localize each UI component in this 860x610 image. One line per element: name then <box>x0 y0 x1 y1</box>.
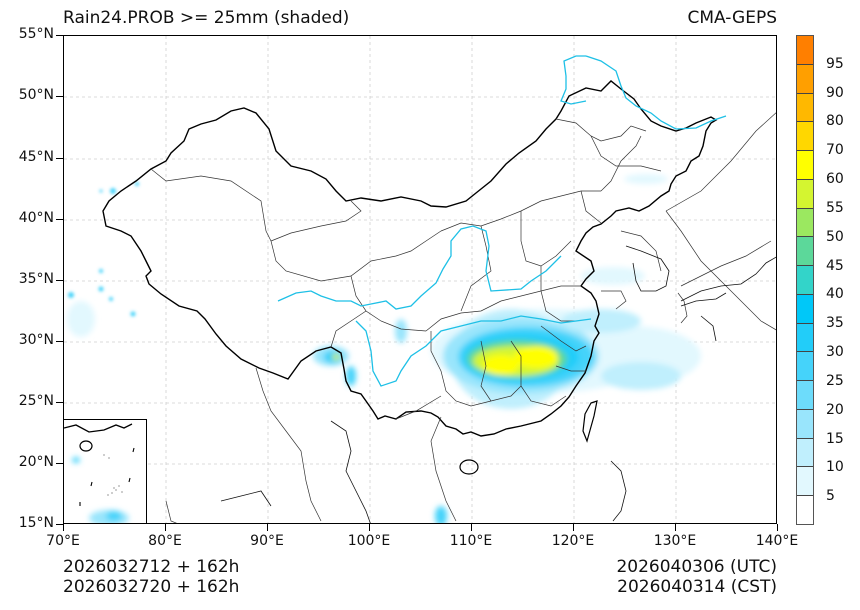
y-tick-label: 30°N <box>18 332 54 348</box>
colorbar-segment <box>797 351 813 381</box>
colorbar-label: 70 <box>826 142 844 159</box>
colorbar-segment <box>797 495 813 525</box>
colorbar-segment <box>797 265 813 294</box>
rivers <box>277 55 727 387</box>
colorbar-segment <box>797 380 813 409</box>
colorbar-label: 45 <box>826 257 844 274</box>
colorbar <box>796 35 814 525</box>
y-tick-mark <box>56 524 63 526</box>
colorbar-label: 35 <box>826 315 844 332</box>
y-tick-label: 35°N <box>18 271 54 287</box>
x-tick-label: 140°E <box>755 533 799 549</box>
colorbar-segment <box>797 293 813 323</box>
init-time-utc: 2026032712 + 162h <box>63 557 240 577</box>
map-canvas <box>64 36 776 523</box>
colorbar-label: 40 <box>826 286 844 303</box>
valid-time-utc: 2026040306 (UTC) <box>616 557 777 577</box>
colorbar-segment <box>797 63 813 93</box>
x-tick-mark <box>369 524 371 531</box>
x-tick-mark <box>63 524 65 531</box>
colorbar-segment <box>797 437 813 467</box>
colorbar-label: 95 <box>826 55 844 72</box>
colorbar-label: 5 <box>826 488 835 505</box>
neighbor-coastlines <box>220 245 776 523</box>
x-tick-mark <box>267 524 269 531</box>
gridlines <box>64 36 776 523</box>
china-border <box>102 80 718 437</box>
taiwan-island <box>582 400 598 443</box>
init-time-block: 2026032712 + 162h 2026032720 + 162h <box>63 557 239 597</box>
y-tick-mark <box>56 96 63 98</box>
colorbar-label: 90 <box>826 84 844 101</box>
map-panel <box>63 35 777 524</box>
province-borders <box>150 112 776 523</box>
x-tick-mark <box>675 524 677 531</box>
y-tick-mark <box>56 219 63 221</box>
y-tick-mark <box>56 463 63 465</box>
y-tick-label: 55°N <box>18 26 54 42</box>
model-name: CMA-GEPS <box>687 8 777 28</box>
hainan-island <box>459 459 479 475</box>
y-tick-mark <box>56 402 63 404</box>
y-tick-label: 15°N <box>18 515 54 531</box>
y-tick-label: 25°N <box>18 393 54 409</box>
x-tick-label: 110°E <box>449 533 493 549</box>
x-tick-label: 130°E <box>653 533 697 549</box>
x-tick-mark <box>777 524 779 531</box>
colorbar-label: 80 <box>826 113 844 130</box>
colorbar-label: 55 <box>826 199 844 216</box>
colorbar-label: 30 <box>826 344 844 361</box>
x-tick-label: 90°E <box>250 533 284 549</box>
chart-title: Rain24.PROB >= 25mm (shaded) <box>63 8 350 28</box>
colorbar-segment <box>797 408 813 438</box>
colorbar-segment <box>797 466 813 496</box>
y-tick-mark <box>56 35 63 37</box>
x-tick-label: 80°E <box>148 533 182 549</box>
colorbar-label: 25 <box>826 372 844 389</box>
colorbar-segment <box>797 322 813 352</box>
valid-time-cst: 2026040314 (CST) <box>617 577 777 597</box>
x-tick-mark <box>573 524 575 531</box>
colorbar-label: 20 <box>826 401 844 418</box>
probability-shading <box>67 174 701 523</box>
x-tick-label: 100°E <box>347 533 391 549</box>
x-tick-label: 120°E <box>551 533 595 549</box>
y-tick-label: 20°N <box>18 454 54 470</box>
colorbar-label: 50 <box>826 228 844 245</box>
y-tick-label: 50°N <box>18 87 54 103</box>
colorbar-label: 60 <box>826 171 844 188</box>
colorbar-segment <box>797 36 813 64</box>
colorbar-segment <box>797 121 813 151</box>
colorbar-segment <box>797 236 813 266</box>
init-time-cst: 2026032720 + 162h <box>63 577 240 597</box>
y-tick-label: 45°N <box>18 149 54 165</box>
y-tick-mark <box>56 158 63 160</box>
x-tick-mark <box>165 524 167 531</box>
colorbar-segment <box>797 150 813 179</box>
colorbar-label: 10 <box>826 459 844 476</box>
colorbar-label: 15 <box>826 430 844 447</box>
x-tick-mark <box>471 524 473 531</box>
x-tick-label: 70°E <box>46 533 80 549</box>
colorbar-segment <box>797 92 813 122</box>
y-tick-mark <box>56 280 63 282</box>
y-tick-label: 40°N <box>18 210 54 226</box>
colorbar-segment <box>797 207 813 237</box>
inset-map-south-china-sea <box>63 419 147 524</box>
valid-time-block: 2026040306 (UTC) 2026040314 (CST) <box>616 557 777 597</box>
colorbar-segment <box>797 178 813 208</box>
y-tick-mark <box>56 341 63 343</box>
